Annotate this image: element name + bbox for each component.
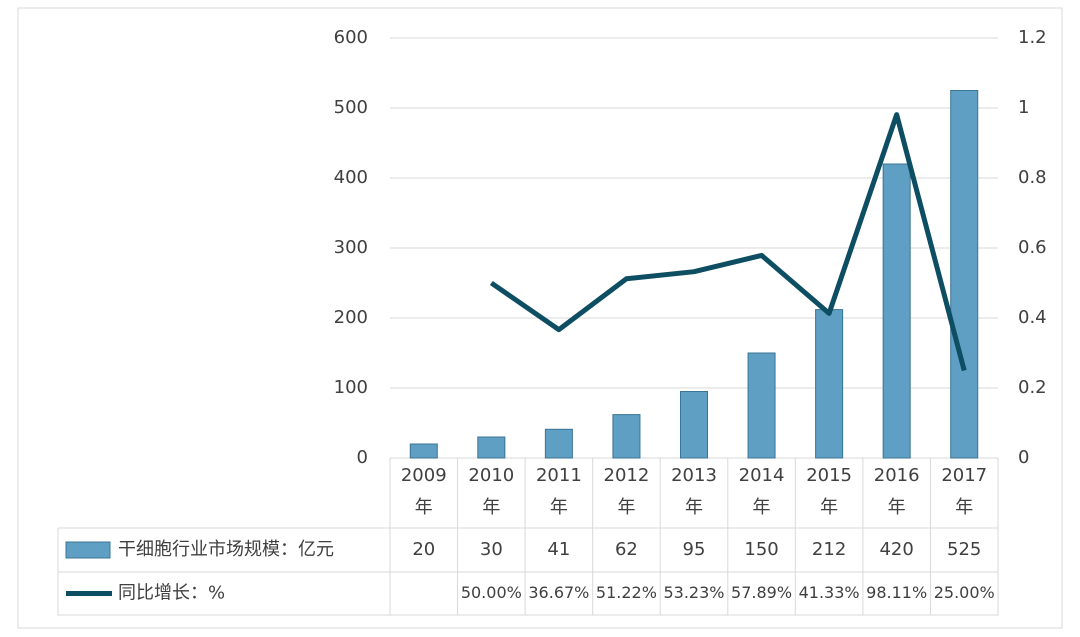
x-tick-label-part: 年 [550,497,568,518]
y2-tick-label: 1 [1018,97,1029,118]
bar [747,352,776,459]
x-tick-label: 2009 年 [401,465,447,518]
y-tick-label: 600 [334,27,368,48]
bar [950,90,979,459]
y2-tick-label: 0.6 [1018,237,1047,258]
y2-tick-label: 0.8 [1018,167,1047,188]
x-tick-label-part: 年 [955,497,973,518]
x-tick-label: 2014 年 [739,465,785,518]
data-label: 41 [547,539,570,560]
x-tick-label: 2010 年 [468,465,514,518]
x-tick-label: 2015 年 [806,465,852,518]
bar [679,391,709,459]
data-label: 30 [480,539,503,560]
x-tick-label-part: 年 [820,497,838,518]
x-tick-label-part: 2013 [671,465,717,486]
x-tick-label-part: 年 [617,497,635,518]
legend-swatch [65,541,111,559]
legend-label: 同比增长：% [118,583,225,604]
y-tick-label: 100 [334,377,368,398]
x-tick-label: 2013 年 [671,465,717,518]
x-tick-label: 2017 年 [941,465,987,518]
y2-tick-label: 0.2 [1018,377,1047,398]
x-tick-label-part: 2014 [739,465,785,486]
x-tick-label-part: 2010 [468,465,514,486]
data-label: 53.23% [663,583,724,602]
y-tick-label: 200 [334,307,368,328]
x-tick-label-part: 年 [482,497,500,518]
bar [544,428,573,459]
y-tick-label: 300 [334,237,368,258]
frame [17,7,1063,629]
bar [612,414,641,459]
x-tick-label-part: 2017 [941,465,987,486]
data-label: 62 [615,539,638,560]
y-tick-label: 500 [334,97,368,118]
bar [477,436,506,459]
line [489,112,967,372]
x-tick-label-part: 年 [888,497,906,518]
data-label: 57.89% [731,583,792,602]
data-label: 150 [744,539,778,560]
data-label: 50.00% [461,583,522,602]
bar [409,443,438,459]
x-tick-label-part: 年 [753,497,771,518]
x-tick-label: 2012 年 [604,465,650,518]
x-tick-label-part: 2012 [604,465,650,486]
y2-tick-label: 0 [1018,447,1029,468]
x-tick-label-part: 2009 [401,465,447,486]
data-label: 525 [947,539,981,560]
x-tick-label: 2016 年 [874,465,920,518]
x-tick-label-part: 2011 [536,465,582,486]
legend-label: 干细胞行业市场规模：亿元 [118,539,334,560]
data-label: 20 [412,539,435,560]
data-label: 95 [683,539,706,560]
y2-tick-label: 0.4 [1018,307,1047,328]
y2-tick-label: 1.2 [1018,27,1047,48]
bar [815,309,844,459]
data-label: 212 [812,539,846,560]
x-tick-label-part: 年 [685,497,703,518]
x-tick-label: 2011 年 [536,465,582,518]
y-tick-label: 400 [334,167,368,188]
bar [882,163,911,459]
data-label: 51.22% [596,583,657,602]
data-label: 98.11% [866,583,927,602]
x-tick-label-part: 2016 [874,465,920,486]
data-label: 41.33% [799,583,860,602]
y-tick-label: 0 [357,447,368,468]
x-tick-label-part: 2015 [806,465,852,486]
data-label: 420 [879,539,913,560]
x-tick-label-part: 年 [415,497,433,518]
data-label: 25.00% [934,583,995,602]
data-label: 36.67% [528,583,589,602]
